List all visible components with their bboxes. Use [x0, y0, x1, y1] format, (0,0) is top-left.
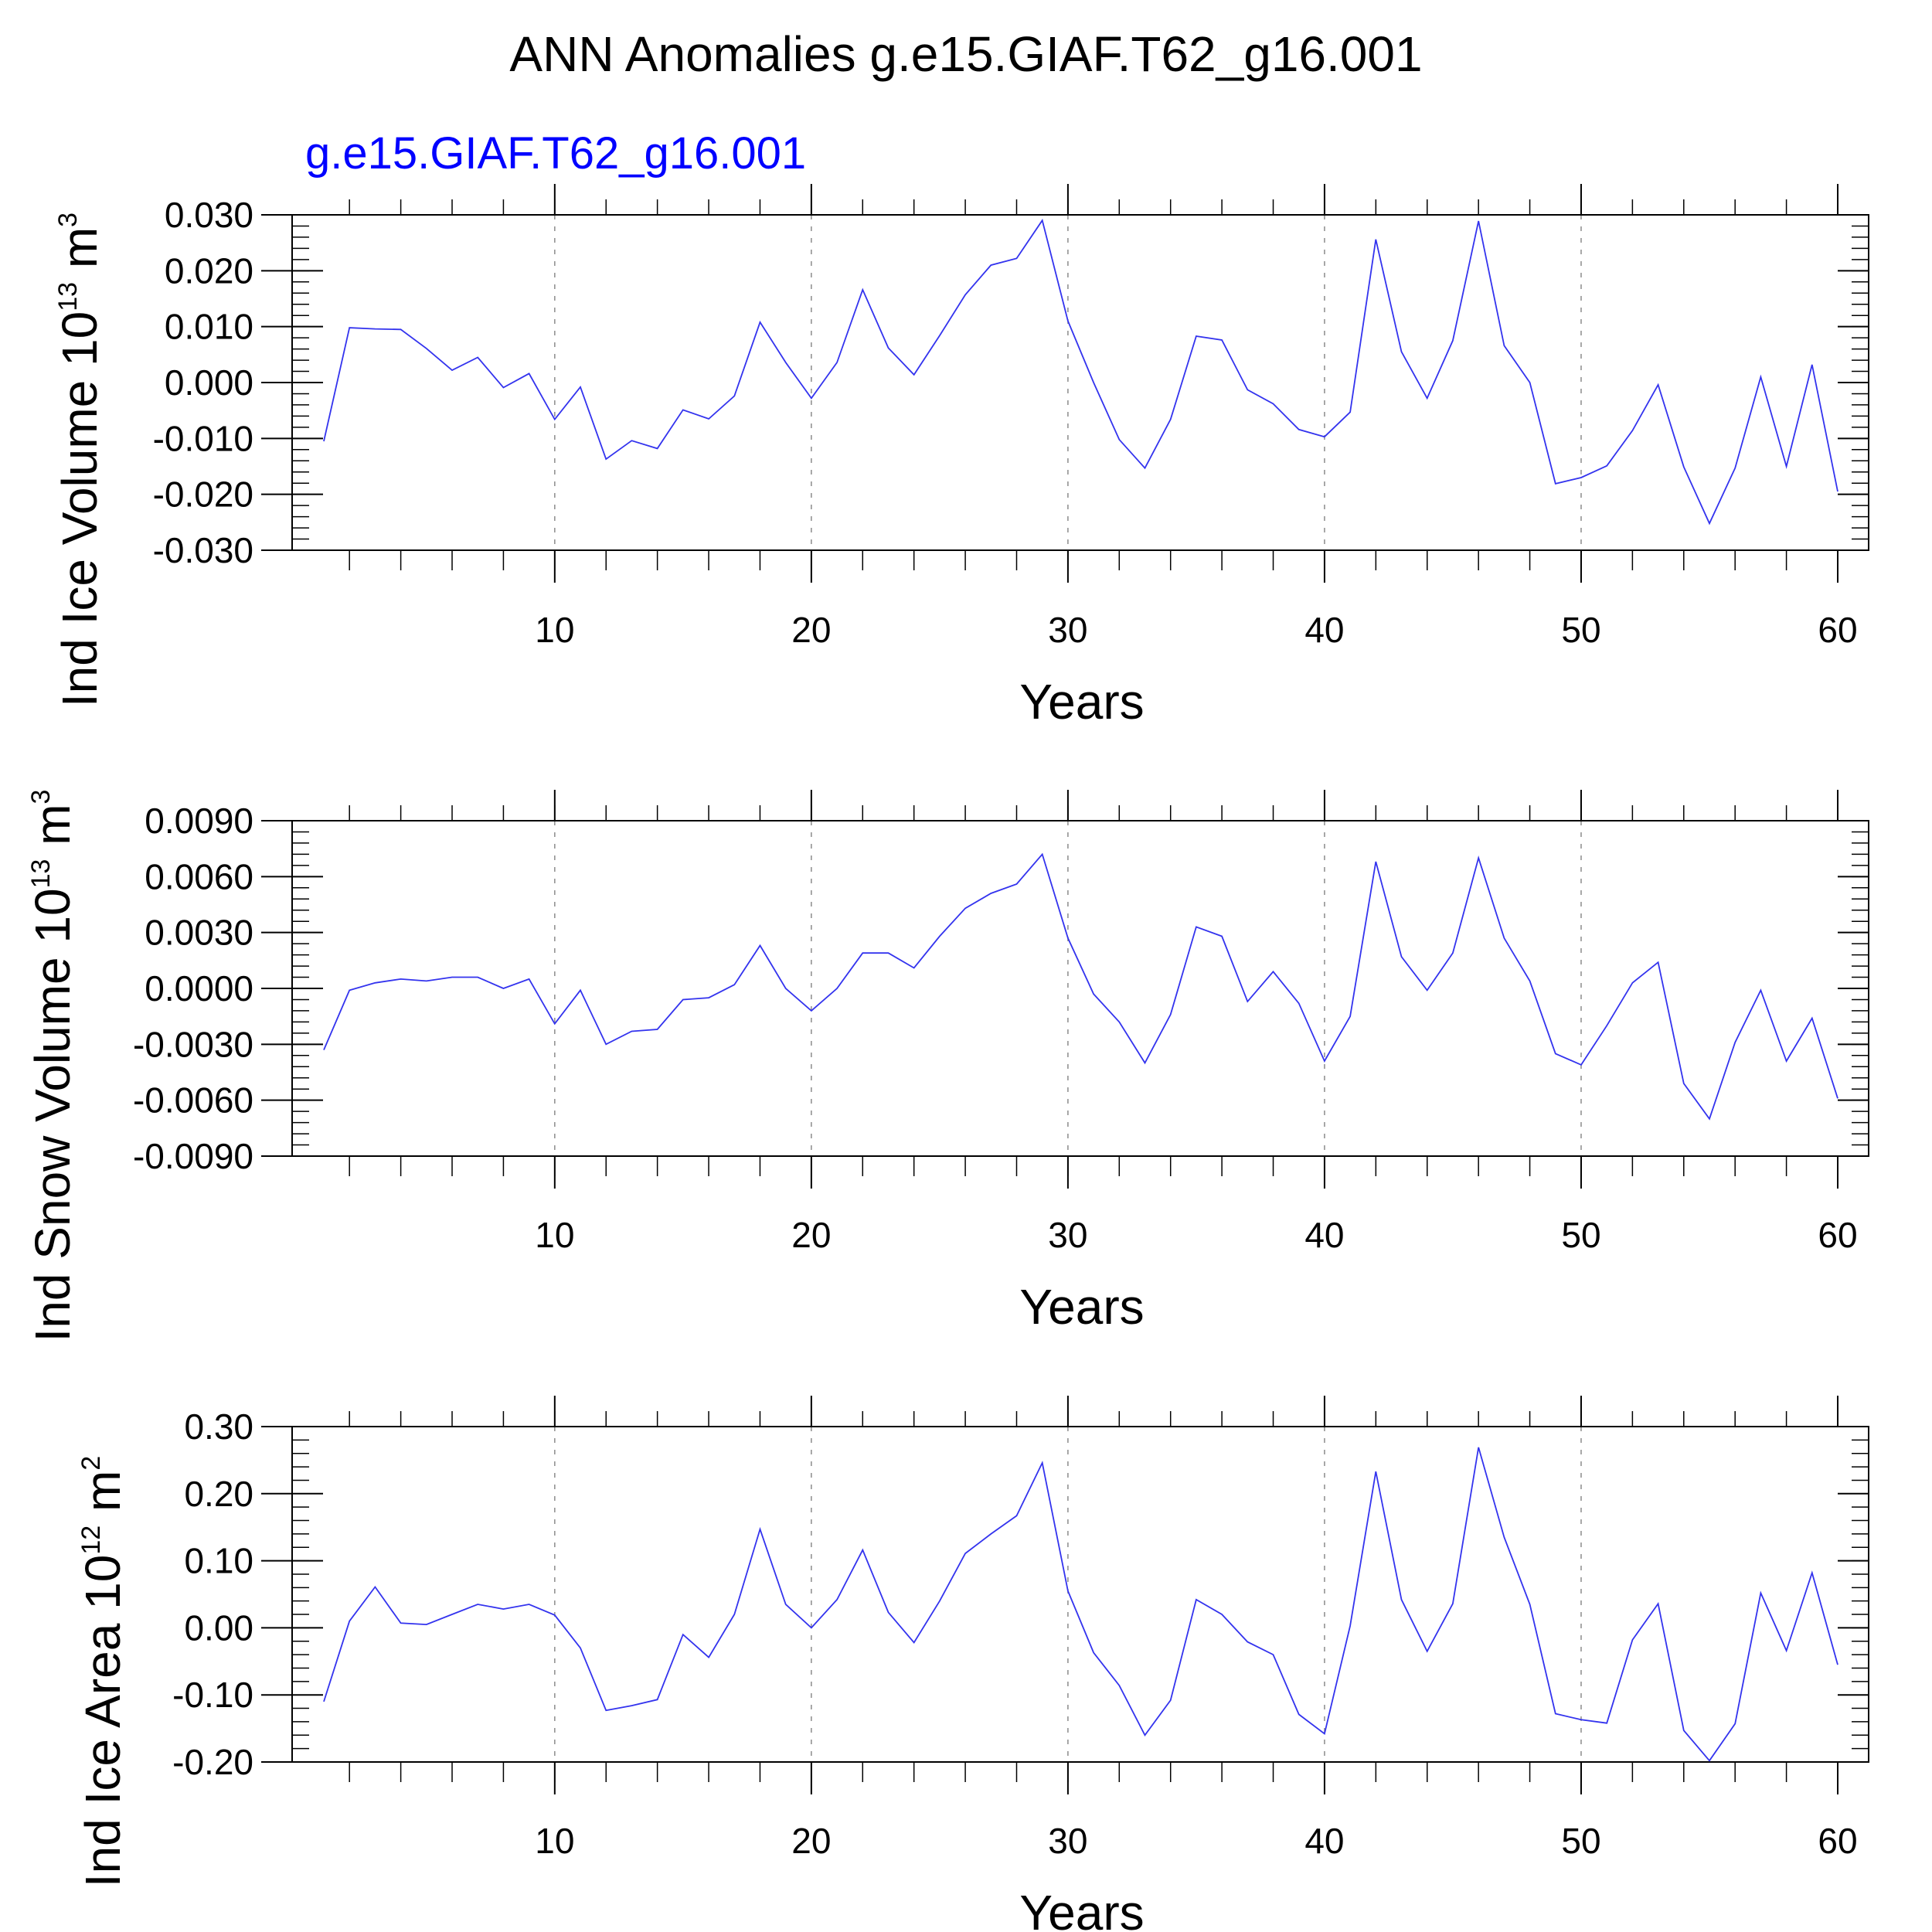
- x-tick-label: 10: [535, 610, 574, 650]
- y-axis-title: Ind Ice Area 1012 m2: [75, 1456, 131, 1887]
- y-tick-label: 0.010: [165, 307, 253, 347]
- x-tick-label: 50: [1561, 1821, 1600, 1861]
- x-tick-label: 20: [791, 1215, 831, 1255]
- y-axis-title-unit-exponent: 3: [53, 213, 83, 227]
- x-tick-label: 50: [1561, 610, 1600, 650]
- x-axis-title: Years: [1019, 674, 1144, 730]
- x-axis-title: Years: [1019, 1885, 1144, 1932]
- y-tick-label: 0.10: [184, 1541, 253, 1581]
- case-subtitle: g.e15.GIAF.T62_g16.001: [305, 128, 806, 179]
- y-axis-title: Ind Snow Volume 1013 m3: [25, 790, 80, 1342]
- plot-frame: [291, 820, 1869, 1157]
- x-tick-label: 60: [1818, 610, 1857, 650]
- y-axis-title-unit: m: [52, 227, 107, 282]
- x-axis-title: Years: [1019, 1279, 1144, 1335]
- y-tick-label: -0.0030: [133, 1024, 253, 1064]
- x-tick-label: 40: [1304, 1215, 1344, 1255]
- series-line: [323, 1447, 1838, 1762]
- series-line: [323, 219, 1838, 526]
- panel-ice-volume: -0.030 -0.020 -0.010 0.000 0.010 0.020 0.030 10…: [52, 184, 1869, 730]
- y-axis-title-unit-exponent: 3: [26, 790, 56, 804]
- y-axis-title-exponent: 13: [26, 859, 56, 889]
- y-tick-label: -0.0090: [133, 1136, 253, 1176]
- y-tick-label: 0.20: [184, 1474, 253, 1514]
- x-tick-label: 30: [1048, 1215, 1087, 1255]
- panel-snow-volume: -0.0090 -0.0060 -0.0030 0.0000 0.0030 0.0060 0…: [25, 790, 1869, 1342]
- y-tick-label: 0.0030: [145, 913, 253, 953]
- y-axis-title-unit: m: [75, 1471, 131, 1526]
- y-axis-title-main: Ind Ice Volume 10: [52, 311, 107, 707]
- x-tick-label: 20: [791, 1821, 831, 1861]
- y-axis-title-unit: m: [25, 804, 80, 859]
- y-axis-title-main: Ind Snow Volume 10: [25, 888, 80, 1342]
- figure-title: ANN Anomalies g.e15.GIAF.T62_g16.001: [509, 26, 1422, 82]
- x-tick-label: 50: [1561, 1215, 1600, 1255]
- y-tick-label: -0.030: [153, 530, 253, 570]
- y-axis-title-exponent: 12: [77, 1526, 106, 1555]
- y-tick-label: -0.10: [172, 1675, 253, 1715]
- y-axis-title-main: Ind Ice Area 10: [75, 1555, 131, 1888]
- x-tick-label: 10: [535, 1821, 574, 1861]
- y-tick-label: 0.0000: [145, 968, 253, 1009]
- x-tick-label: 60: [1818, 1215, 1857, 1255]
- x-tick-label: 30: [1048, 610, 1087, 650]
- y-tick-label: 0.000: [165, 362, 253, 403]
- x-tick-label: 40: [1304, 610, 1344, 650]
- x-tick-label: 30: [1048, 1821, 1087, 1861]
- x-tick-label: 40: [1304, 1821, 1344, 1861]
- y-tick-label: -0.020: [153, 474, 253, 515]
- x-tick-label: 60: [1818, 1821, 1857, 1861]
- y-tick-label: 0.30: [184, 1406, 253, 1447]
- x-tick-label: 20: [791, 610, 831, 650]
- x-tick-label: 10: [535, 1215, 574, 1255]
- y-tick-label: 0.020: [165, 250, 253, 291]
- y-tick-label: 0.00: [184, 1607, 253, 1648]
- plot-frame: [291, 1426, 1869, 1763]
- y-tick-label: -0.20: [172, 1742, 253, 1782]
- y-tick-label: 0.030: [165, 195, 253, 235]
- y-tick-label: -0.010: [153, 418, 253, 458]
- y-axis-title-exponent: 13: [53, 282, 83, 311]
- y-axis-title-unit-exponent: 2: [77, 1456, 106, 1471]
- y-tick-label: -0.0060: [133, 1080, 253, 1121]
- y-tick-label: 0.0060: [145, 856, 253, 896]
- y-axis-title: Ind Ice Volume 1013 m3: [52, 213, 107, 707]
- y-tick-label: 0.0090: [145, 801, 253, 841]
- series-line: [323, 852, 1838, 1121]
- panel-ice-area: -0.20 -0.10 0.00 0.10 0.20 0.30 10 20 30 40 50 60 Ye…: [75, 1396, 1869, 1932]
- plot-frame: [291, 214, 1869, 551]
